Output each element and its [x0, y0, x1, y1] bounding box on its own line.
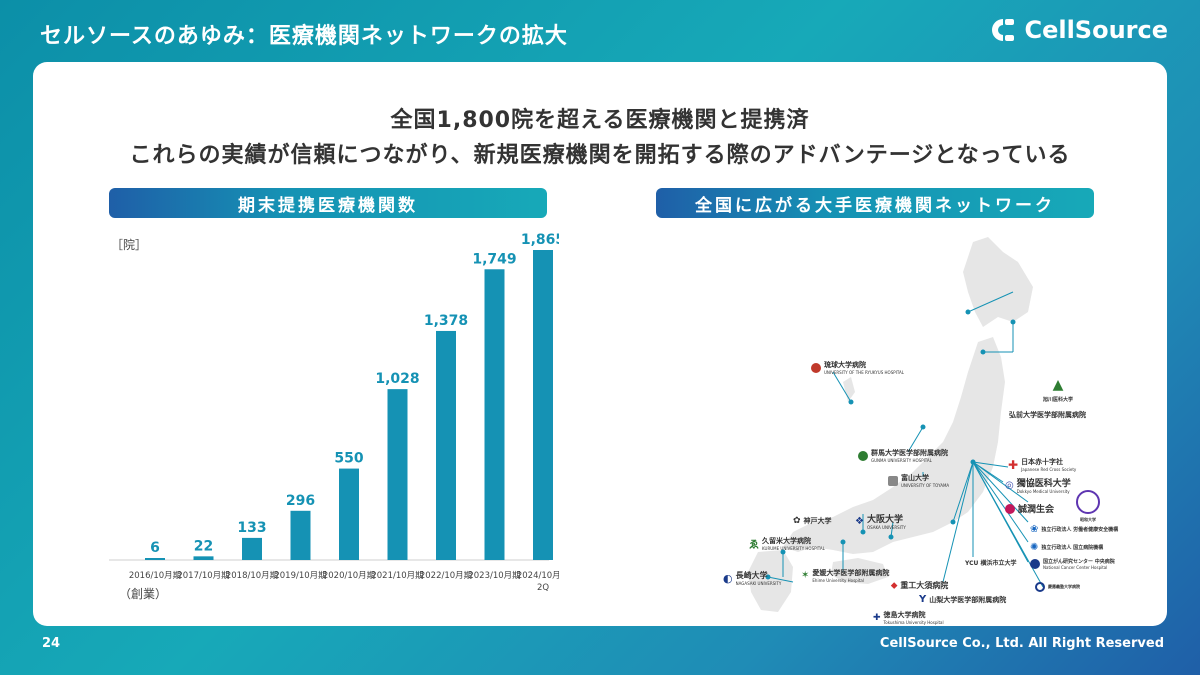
bar-value-label-0: 6 [150, 540, 160, 556]
osaka-logo-icon: ❖ [855, 515, 864, 527]
yamanashi-logo-icon: Y [919, 594, 927, 605]
bar-value-label-2: 133 [237, 520, 266, 536]
category-label-4: 2020/10月期 [323, 571, 375, 581]
category-label-2: 2018/10月期 [226, 571, 278, 581]
bar-chart: 6 2016/10月期 22 2017/10月期 133 2018/10月期 296 2019… [109, 232, 559, 593]
institution-osaka: ❖ 大阪大学 OSAKA UNIVERSITY [855, 515, 906, 530]
bar-value-label-1: 22 [194, 538, 213, 554]
category-label-0: 2016/10月期 [129, 571, 181, 581]
institution-gunma: 群馬大学医学部附属病院 GUNMA UNIVERSITY HOSPITAL [858, 448, 948, 463]
institution-seijunkai: 誠潤生会 [1005, 502, 1054, 515]
kobe-logo-icon: ✿ [793, 516, 801, 526]
category-label-8: 2024/10月期 [517, 571, 559, 581]
content-card: 全国1,800院を超える医療機関と提携済 これらの実績が信頼につながり、新規医療… [33, 62, 1167, 626]
institution-ehime: ✶ 愛媛大学医学部附属病院 Ehime University Hospital [801, 569, 890, 583]
slide-title: セルソースのあゆみ：医療機関ネットワークの拡大 [40, 24, 568, 49]
kurume-logo-icon: ゑ [749, 540, 759, 551]
bar-value-label-5: 1,028 [375, 371, 419, 387]
institution-nho: ✺ 独立行政法人 国立病院機構 [1030, 542, 1104, 553]
institution-ncc: 国立がん研究センター 中央病院 National Cancer Center H… [1030, 558, 1115, 570]
category-sublabel-8: 2Q [537, 583, 549, 593]
institution-nagasaki: ◐ 長崎大学 NAGASAKI UNIVERSITY [723, 571, 782, 586]
bar-8 [533, 250, 553, 560]
institution-asahikawa: ▲ 旭川医科大学 [1043, 377, 1074, 403]
institution-hirosaki: 弘前大学医学部附属病院 [1009, 411, 1086, 419]
tokushima-logo-icon: ✚ [873, 612, 881, 623]
institution-toyama: 富山大学 UNIVERSITY OF TOYAMA [888, 473, 949, 488]
institution-tokushima: ✚ 徳島大学病院 Tokushima University Hospital [873, 611, 944, 625]
showa-seal-icon [1076, 490, 1100, 514]
copyright: CellSource Co., Ltd. All Right Reserved [879, 636, 1164, 651]
institution-kurume: ゑ 久留米大学病院 KURUME UNIVERSITY HOSPITAL [749, 537, 825, 551]
seijunkai-logo-icon [1005, 503, 1015, 514]
logo-text: CellSource [1024, 16, 1168, 44]
japan-network-map: 琉球大学病院 UNIVERSITY OF THE RYUKYUS HOSPITA… [683, 232, 1133, 625]
institution-redcross: ✚ 日本赤十字社 Japanese Red Cross Society [1008, 457, 1077, 473]
bar-value-label-4: 550 [334, 451, 363, 467]
institution-juko: ⬥ 重工大須病院 [891, 580, 949, 591]
bar-4 [339, 468, 359, 560]
chart-unit-label: ［院］ [111, 238, 148, 252]
asahikawa-logo-icon: ▲ [1052, 377, 1064, 393]
institution-yamanashi: Y 山梨大学医学部附属病院 [919, 594, 1007, 605]
bar-3 [290, 510, 311, 560]
keio-logo-icon [1035, 582, 1045, 592]
institution-johas: ❀ 独立行政法人 労働者健康安全機構 [1030, 524, 1119, 535]
institution-keio: 慶應義塾大学病院 [1035, 582, 1080, 592]
bar-6 [436, 330, 456, 560]
nho-logo-icon: ✺ [1030, 542, 1039, 553]
bar-7 [484, 269, 505, 560]
bar-2 [242, 537, 262, 560]
gunma-logo-icon [858, 450, 868, 461]
bar-1 [193, 556, 214, 560]
johas-logo-icon: ❀ [1030, 524, 1039, 535]
institution-showa: 昭和大学 [1076, 490, 1100, 523]
category-label-6: 2022/10月期 [420, 571, 472, 581]
founding-label: （創業） [119, 587, 168, 601]
ryukyu-logo-icon [811, 362, 821, 373]
red-cross-icon: ✚ [1008, 457, 1019, 472]
ncc-logo-icon [1030, 559, 1040, 569]
bar-0 [145, 558, 165, 560]
right-panel-title: 全国に広がる大手医療機関ネットワーク [656, 188, 1094, 218]
headline-line2: これらの実績が信頼につながり、新規医療機関を開拓する際のアドバンテージとなってい… [129, 143, 1071, 168]
institution-ryukyu: 琉球大学病院 UNIVERSITY OF THE RYUKYUS HOSPITA… [811, 360, 904, 375]
institution-kobe: ✿ 神戸大学 [793, 516, 832, 526]
cellsource-logo-icon [992, 19, 1015, 41]
category-label-1: 2017/10月期 [177, 571, 229, 581]
category-label-7: 2023/10月期 [468, 571, 520, 581]
bar-value-label-3: 296 [286, 493, 315, 509]
dokkyo-logo-icon: ◎ [1005, 479, 1014, 491]
category-label-5: 2021/10月期 [371, 571, 423, 581]
bar-value-label-6: 1,378 [424, 313, 468, 329]
headline-line1: 全国1,800院を超える医療機関と提携済 [390, 108, 810, 133]
category-label-3: 2019/10月期 [274, 571, 326, 581]
ehime-logo-icon: ✶ [801, 570, 810, 581]
left-panel-title: 期末提携医療機関数 [109, 188, 547, 218]
brand-logo: CellSource [990, 16, 1168, 44]
page-number: 24 [42, 636, 61, 651]
juko-logo-icon: ⬥ [891, 580, 898, 591]
bar-value-label-7: 1,749 [472, 251, 516, 267]
bar-5 [387, 389, 408, 560]
nagasaki-logo-icon: ◐ [723, 571, 733, 585]
bar-value-label-8: 1,865 [521, 232, 559, 248]
toyama-logo-icon [888, 475, 898, 486]
institution-ycu: YCU 横浜市立大学 [965, 560, 1017, 567]
institution-dokkyo: ◎ 獨協医科大学 Dokkyo Medical University [1005, 479, 1071, 494]
